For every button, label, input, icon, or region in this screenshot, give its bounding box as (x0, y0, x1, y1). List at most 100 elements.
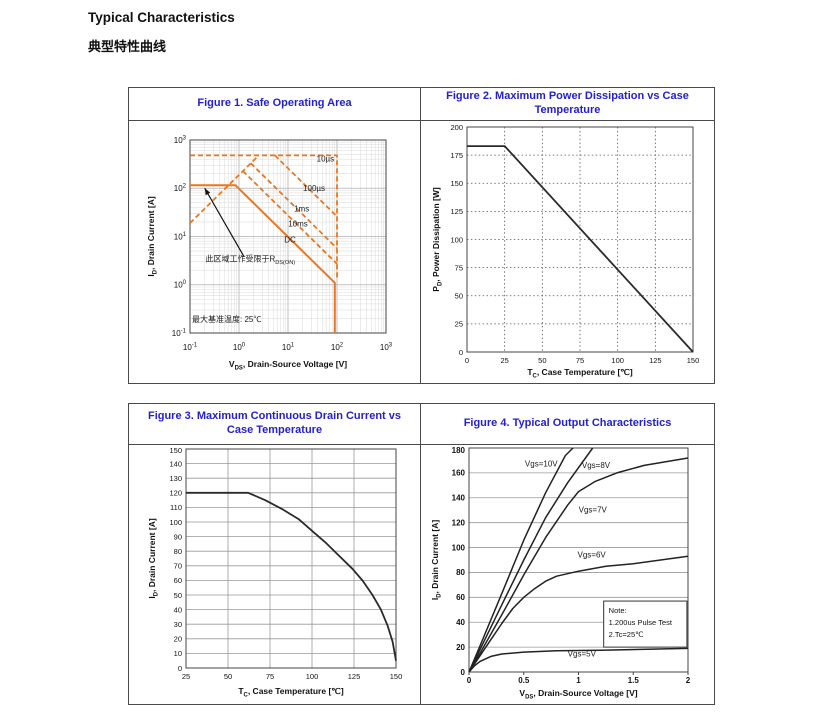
figure3-drain-current-derating-chart: 25 50 75 100 125 150 0 10 20 30 40 50 60 70 80 90 100 110… (147, 446, 403, 699)
svg-text:VDS, Drain-Source Voltage [V]: VDS, Drain-Source Voltage [V] (519, 688, 637, 701)
svg-text:80: 80 (174, 547, 182, 556)
figure2-power-dissipation-chart: 0 25 50 75 100 125 150 0 25 50 75 100 125 150 175 200 TC… (431, 123, 700, 380)
svg-text:2: 2 (686, 676, 691, 685)
svg-text:50: 50 (455, 292, 463, 301)
svg-text:0: 0 (467, 676, 472, 685)
svg-text:2.Tc=25℃: 2.Tc=25℃ (609, 630, 644, 639)
svg-text:1: 1 (576, 676, 581, 685)
svg-text:70: 70 (174, 562, 182, 571)
svg-text:120: 120 (169, 489, 182, 498)
svg-text:ID, Drain Current [A]: ID, Drain Current [A] (430, 520, 443, 601)
svg-text:50: 50 (538, 356, 546, 365)
svg-text:ID, Drain Current [A]: ID, Drain Current [A] (146, 196, 159, 277)
svg-text:PD, Power Dissipation [W]: PD, Power Dissipation [W] (431, 187, 444, 292)
svg-text:Vgs=8V: Vgs=8V (582, 461, 611, 470)
svg-text:125: 125 (649, 356, 662, 365)
svg-text:80: 80 (456, 568, 465, 577)
svg-text:25: 25 (455, 320, 463, 329)
svg-text:100: 100 (611, 356, 624, 365)
svg-text:10-1: 10-1 (183, 343, 198, 353)
svg-text:60: 60 (456, 593, 465, 602)
svg-text:Vgs=5V: Vgs=5V (568, 649, 597, 658)
figure1-soa-chart: 10-1 100 101 102 103 10-1 100 101 102 103 VDS, Dra… (146, 135, 393, 372)
svg-text:0.5: 0.5 (518, 676, 530, 685)
svg-text:100: 100 (233, 343, 246, 353)
svg-text:100: 100 (452, 543, 466, 552)
svg-text:120: 120 (452, 518, 466, 527)
svg-text:60: 60 (174, 576, 182, 585)
svg-text:50: 50 (174, 591, 182, 600)
svg-text:75: 75 (266, 672, 274, 681)
svg-text:40: 40 (456, 618, 465, 627)
svg-text:10-1: 10-1 (172, 328, 187, 338)
svg-text:VDS, Drain-Source Voltage [V]: VDS, Drain-Source Voltage [V] (229, 359, 347, 372)
svg-text:75: 75 (455, 263, 463, 272)
svg-text:150: 150 (390, 672, 403, 681)
svg-text:0: 0 (459, 348, 463, 357)
svg-text:150: 150 (687, 356, 700, 365)
figure1-title: Figure 1. Safe Operating Area (129, 88, 421, 121)
svg-text:50: 50 (224, 672, 232, 681)
svg-text:200: 200 (450, 123, 463, 132)
svg-text:160: 160 (452, 469, 466, 478)
svg-text:100: 100 (174, 280, 187, 290)
svg-text:125: 125 (348, 672, 361, 681)
svg-text:130: 130 (169, 474, 182, 483)
svg-text:100: 100 (450, 235, 463, 244)
svg-text:103: 103 (174, 135, 187, 145)
svg-text:0: 0 (465, 356, 469, 365)
svg-text:150: 150 (169, 446, 182, 455)
svg-text:1.200us Pulse Test: 1.200us Pulse Test (609, 618, 673, 627)
svg-text:Vgs=6V: Vgs=6V (578, 551, 607, 560)
svg-text:TC, Case Temperature [℃]: TC, Case Temperature [℃] (527, 367, 633, 380)
svg-text:Note:: Note: (609, 606, 627, 615)
svg-text:101: 101 (282, 343, 295, 353)
figure4-cell: 0 0.5 1 1.5 2 0 20 40 60 80 100 120 140 160 180 VDS, Dr… (421, 445, 714, 704)
svg-text:TC, Case Temperature [℃]: TC, Case Temperature [℃] (238, 686, 344, 699)
svg-text:175: 175 (450, 151, 463, 160)
figure2-cell: 0 25 50 75 100 125 150 0 25 50 75 100 125 150 175 200 TC… (421, 121, 714, 383)
svg-text:0: 0 (461, 668, 466, 677)
svg-text:140: 140 (452, 494, 466, 503)
svg-text:102: 102 (174, 184, 187, 194)
svg-text:20: 20 (456, 643, 465, 652)
svg-text:Vgs=7V: Vgs=7V (579, 506, 608, 515)
svg-text:Vgs=10V: Vgs=10V (525, 460, 558, 469)
figures-table-bottom: Figure 3. Maximum Continuous Drain Curre… (128, 403, 715, 705)
svg-text:102: 102 (331, 343, 344, 353)
svg-text:100µs: 100µs (303, 184, 325, 193)
svg-text:1ms: 1ms (294, 204, 309, 213)
svg-text:125: 125 (450, 207, 463, 216)
figure4-title: Figure 4. Typical Output Characteristics (421, 404, 714, 445)
svg-text:140: 140 (169, 459, 182, 468)
page-title: Typical Characteristics (88, 10, 235, 25)
svg-text:最大基准温度: 25℃: 最大基准温度: 25℃ (192, 314, 261, 324)
svg-text:10: 10 (174, 649, 182, 658)
svg-text:101: 101 (174, 232, 187, 242)
svg-text:DC: DC (284, 235, 296, 244)
svg-text:0: 0 (178, 664, 182, 673)
svg-text:10ms: 10ms (288, 220, 308, 229)
figures-table-top: Figure 1. Safe Operating Area Figure 2. … (128, 87, 715, 384)
svg-text:ID, Drain Current [A]: ID, Drain Current [A] (147, 518, 160, 599)
figure2-title: Figure 2. Maximum Power Dissipation vs C… (421, 88, 714, 121)
svg-text:30: 30 (174, 620, 182, 629)
svg-text:150: 150 (450, 179, 463, 188)
svg-text:90: 90 (174, 532, 182, 541)
svg-text:25: 25 (500, 356, 508, 365)
page-title-chinese: 典型特性曲线 (88, 39, 167, 54)
svg-text:40: 40 (174, 605, 182, 614)
svg-text:20: 20 (174, 635, 182, 644)
figure1-cell: 10-1 100 101 102 103 10-1 100 101 102 103 VDS, Dra… (129, 121, 421, 383)
svg-text:100: 100 (169, 518, 182, 527)
svg-text:25: 25 (182, 672, 190, 681)
figure3-title: Figure 3. Maximum Continuous Drain Curre… (129, 404, 421, 445)
svg-text:此区域工作受限于RDS(ON): 此区域工作受限于RDS(ON) (205, 254, 295, 266)
svg-text:110: 110 (170, 503, 182, 512)
svg-text:103: 103 (380, 343, 393, 353)
svg-text:100: 100 (306, 672, 319, 681)
svg-text:180: 180 (452, 446, 466, 455)
svg-text:75: 75 (576, 356, 584, 365)
